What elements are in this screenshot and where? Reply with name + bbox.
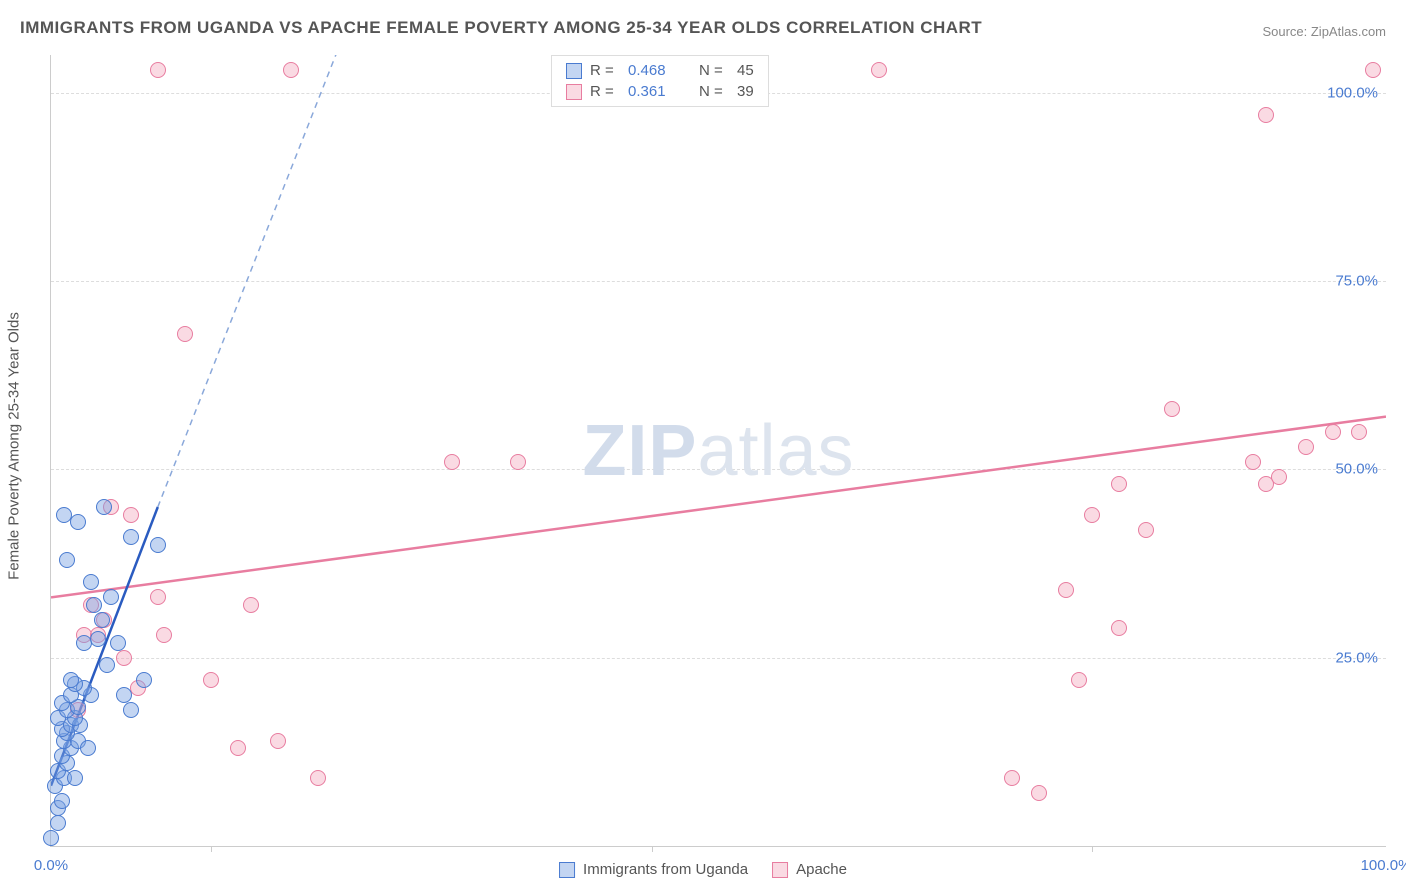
apache-point: [1111, 620, 1127, 636]
y-axis-label: Female Poverty Among 25-34 Year Olds: [6, 312, 23, 580]
legend-swatch: [566, 84, 582, 100]
uganda-point: [123, 702, 139, 718]
apache-point: [1365, 62, 1381, 78]
uganda-point: [116, 687, 132, 703]
uganda-point: [67, 770, 83, 786]
uganda-point: [103, 589, 119, 605]
uganda-point: [59, 552, 75, 568]
apache-point: [243, 597, 259, 613]
x-minor-tick: [652, 846, 653, 852]
apache-point: [444, 454, 460, 470]
apache-point: [310, 770, 326, 786]
legend-n-label: N =: [699, 83, 729, 100]
x-minor-tick: [211, 846, 212, 852]
legend-swatch: [559, 862, 575, 878]
apache-point: [283, 62, 299, 78]
legend-r-label: R =: [590, 62, 620, 79]
apache-point: [123, 507, 139, 523]
legend-n-label: N =: [699, 62, 729, 79]
uganda-point: [86, 597, 102, 613]
apache-point: [177, 326, 193, 342]
uganda-point: [123, 529, 139, 545]
legend-r-label: R =: [590, 83, 620, 100]
legend-r-value: 0.468: [628, 62, 683, 79]
x-minor-tick: [1092, 846, 1093, 852]
apache-point: [510, 454, 526, 470]
apache-point: [1111, 476, 1127, 492]
uganda-point: [94, 612, 110, 628]
apache-point: [1258, 107, 1274, 123]
uganda-point: [70, 514, 86, 530]
chart-title: IMMIGRANTS FROM UGANDA VS APACHE FEMALE …: [20, 18, 982, 38]
apache-point: [116, 650, 132, 666]
uganda-point: [63, 672, 79, 688]
apache-point: [1058, 582, 1074, 598]
legend-row-uganda: R = 0.468 N = 45: [566, 60, 754, 81]
apache-point: [150, 62, 166, 78]
legend-label: Immigrants from Uganda: [583, 861, 748, 878]
uganda-point: [83, 574, 99, 590]
uganda-point: [43, 830, 59, 846]
legend-n-value: 45: [737, 62, 754, 79]
apache-point: [1351, 424, 1367, 440]
apache-point: [156, 627, 172, 643]
apache-point: [1071, 672, 1087, 688]
legend-item-uganda: Immigrants from Uganda: [559, 861, 748, 878]
x-tick-label: 100.0%: [1361, 857, 1406, 874]
apache-point: [1164, 401, 1180, 417]
uganda-point: [150, 537, 166, 553]
apache-point: [1138, 522, 1154, 538]
apache-point: [150, 589, 166, 605]
legend-swatch: [772, 862, 788, 878]
series-legend: Immigrants from Uganda Apache: [559, 861, 847, 878]
uganda-point: [80, 740, 96, 756]
chart-plot-area: ZIPatlas R = 0.468 N = 45 R = 0.361 N = …: [50, 55, 1386, 847]
apache-point: [203, 672, 219, 688]
correlation-legend: R = 0.468 N = 45 R = 0.361 N = 39: [551, 55, 769, 107]
apache-point: [1325, 424, 1341, 440]
source-attribution: Source: ZipAtlas.com: [1262, 24, 1386, 39]
apache-point: [1298, 439, 1314, 455]
apache-point: [1245, 454, 1261, 470]
uganda-point: [50, 815, 66, 831]
uganda-point: [96, 499, 112, 515]
trend-lines-layer: [51, 55, 1386, 846]
legend-n-value: 39: [737, 83, 754, 100]
apache-point: [1031, 785, 1047, 801]
legend-item-apache: Apache: [772, 861, 847, 878]
uganda-point: [99, 657, 115, 673]
legend-label: Apache: [796, 861, 847, 878]
apache-point: [1271, 469, 1287, 485]
legend-r-value: 0.361: [628, 83, 683, 100]
apache-point: [1084, 507, 1100, 523]
x-tick-label: 0.0%: [34, 857, 68, 874]
uganda-point: [110, 635, 126, 651]
uganda-point: [90, 631, 106, 647]
uganda-point: [54, 793, 70, 809]
apache-point: [871, 62, 887, 78]
uganda-point: [136, 672, 152, 688]
legend-swatch: [566, 63, 582, 79]
apache-point: [270, 733, 286, 749]
apache-point: [1004, 770, 1020, 786]
legend-row-apache: R = 0.361 N = 39: [566, 81, 754, 102]
apache-point: [230, 740, 246, 756]
